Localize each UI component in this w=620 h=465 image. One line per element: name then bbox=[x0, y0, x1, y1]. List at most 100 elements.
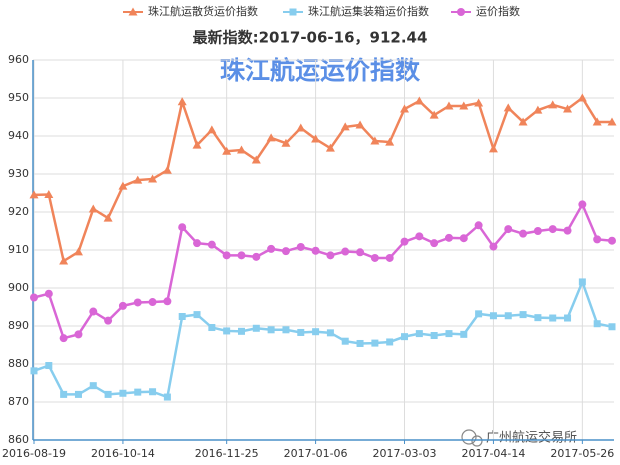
marker bbox=[208, 324, 216, 332]
marker bbox=[311, 246, 320, 255]
y-tick-label: 960 bbox=[8, 53, 29, 66]
x-tick-label: 2017-04-14 bbox=[461, 447, 525, 460]
marker bbox=[608, 236, 616, 245]
y-tick-label: 870 bbox=[8, 395, 29, 408]
marker bbox=[149, 388, 157, 396]
marker bbox=[207, 240, 216, 249]
marker bbox=[162, 165, 172, 174]
y-tick-label: 920 bbox=[8, 205, 29, 218]
marker bbox=[519, 311, 527, 319]
marker bbox=[281, 138, 291, 147]
marker bbox=[128, 7, 138, 16]
marker bbox=[118, 181, 128, 190]
marker bbox=[459, 234, 468, 243]
marker bbox=[103, 213, 113, 222]
marker bbox=[519, 229, 528, 238]
marker bbox=[489, 312, 497, 320]
marker bbox=[282, 326, 290, 334]
marker bbox=[549, 314, 557, 322]
marker bbox=[73, 247, 83, 256]
marker bbox=[474, 221, 483, 230]
series bbox=[30, 200, 616, 343]
legend-item: 珠江航运散货运价指数 bbox=[123, 4, 258, 18]
legend-item: 珠江航运集装箱运价指数 bbox=[283, 4, 429, 18]
x-tick-label: 2016-08-19 bbox=[2, 447, 66, 460]
legend-label: 珠江航运散货运价指数 bbox=[148, 4, 258, 18]
marker bbox=[237, 251, 246, 260]
marker bbox=[415, 232, 424, 241]
marker bbox=[356, 248, 365, 257]
marker bbox=[325, 143, 335, 152]
marker bbox=[223, 327, 231, 335]
x-tick-label: 2017-01-06 bbox=[284, 447, 348, 460]
series bbox=[29, 93, 617, 265]
marker bbox=[504, 312, 512, 320]
marker bbox=[74, 330, 83, 339]
marker bbox=[457, 8, 465, 16]
y-tick-label: 930 bbox=[8, 167, 29, 180]
marker bbox=[222, 251, 231, 260]
marker bbox=[148, 174, 158, 183]
marker bbox=[386, 338, 394, 346]
marker bbox=[592, 117, 602, 126]
marker bbox=[60, 390, 68, 398]
marker bbox=[296, 242, 305, 251]
marker bbox=[252, 252, 261, 261]
marker bbox=[222, 146, 232, 155]
marker bbox=[89, 382, 97, 390]
marker bbox=[534, 314, 542, 322]
marker bbox=[163, 297, 172, 306]
marker bbox=[356, 339, 364, 347]
marker bbox=[193, 239, 202, 248]
marker bbox=[326, 329, 334, 337]
marker bbox=[489, 242, 498, 251]
marker bbox=[193, 311, 201, 319]
series bbox=[30, 278, 616, 401]
y-tick-label: 900 bbox=[8, 281, 29, 294]
marker bbox=[504, 225, 513, 234]
marker bbox=[74, 390, 82, 398]
marker bbox=[236, 145, 246, 154]
marker bbox=[414, 96, 424, 105]
marker bbox=[192, 140, 202, 149]
series-line bbox=[33, 96, 612, 264]
marker bbox=[503, 103, 513, 112]
marker bbox=[148, 298, 157, 307]
marker bbox=[237, 327, 245, 335]
marker bbox=[207, 125, 217, 134]
marker bbox=[518, 117, 528, 126]
marker bbox=[88, 204, 98, 213]
marker bbox=[119, 389, 127, 397]
marker bbox=[475, 310, 483, 318]
series-line bbox=[33, 278, 613, 399]
marker bbox=[593, 320, 601, 328]
marker bbox=[548, 225, 557, 234]
marker bbox=[311, 134, 321, 143]
marker bbox=[134, 388, 142, 396]
marker bbox=[445, 330, 453, 338]
marker bbox=[44, 289, 53, 298]
marker bbox=[341, 337, 349, 345]
marker bbox=[267, 326, 275, 334]
marker bbox=[251, 155, 261, 164]
marker bbox=[474, 98, 484, 107]
marker bbox=[578, 278, 586, 286]
marker bbox=[415, 330, 423, 338]
x-tick-label: 2017-03-03 bbox=[373, 447, 437, 460]
marker bbox=[118, 301, 127, 310]
legend-label: 运价指数 bbox=[476, 4, 520, 18]
marker bbox=[355, 120, 365, 129]
marker bbox=[533, 105, 543, 114]
marker bbox=[577, 93, 587, 102]
marker bbox=[563, 104, 573, 113]
marker bbox=[326, 251, 335, 260]
marker bbox=[578, 200, 587, 209]
chart-subtitle: 最新指数:2017-06-16，912.44 bbox=[193, 29, 428, 47]
marker bbox=[385, 137, 395, 146]
marker bbox=[59, 256, 69, 265]
marker bbox=[104, 390, 112, 398]
legend-label: 珠江航运集装箱运价指数 bbox=[308, 4, 429, 18]
marker bbox=[59, 334, 68, 343]
marker bbox=[488, 144, 498, 153]
